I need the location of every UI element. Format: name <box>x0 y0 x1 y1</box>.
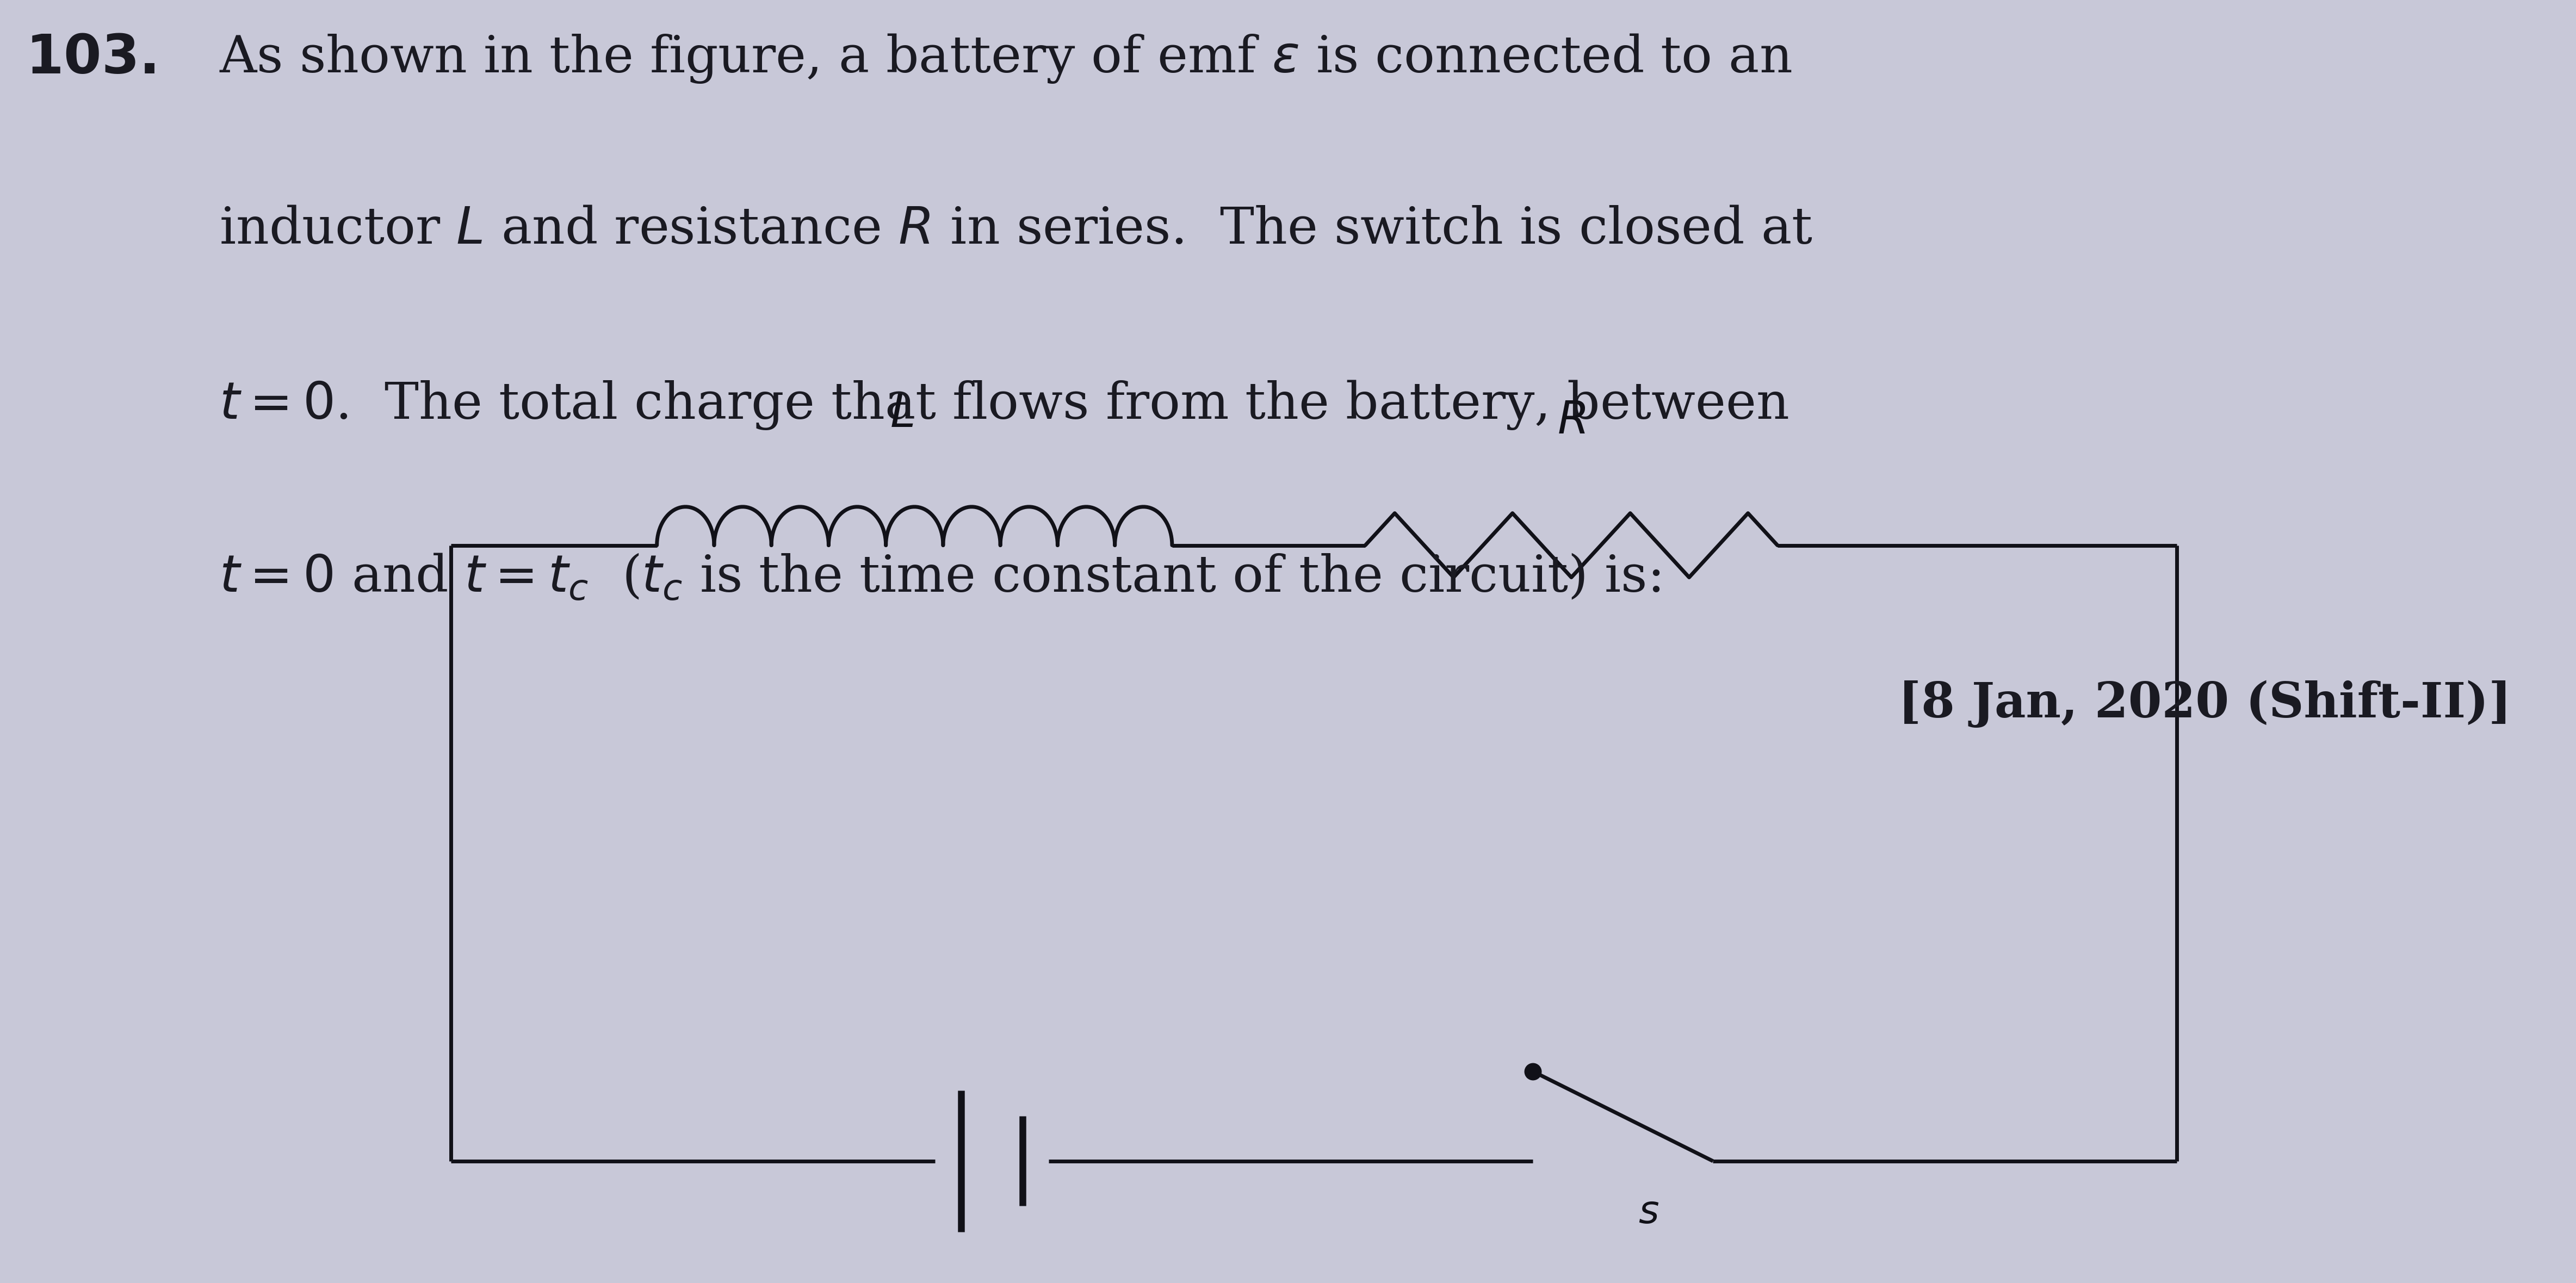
Text: $R$: $R$ <box>1558 399 1584 443</box>
Text: $L$: $L$ <box>889 393 914 436</box>
Text: $s$: $s$ <box>1638 1193 1659 1232</box>
Text: inductor $L$ and resistance $R$ in series.  The switch is closed at: inductor $L$ and resistance $R$ in serie… <box>219 205 1814 254</box>
Text: $\mathbf{103.}$: $\mathbf{103.}$ <box>26 32 155 85</box>
Text: [8 Jan, 2020 (Shift-II)]: [8 Jan, 2020 (Shift-II)] <box>1899 680 2512 727</box>
Text: $t = 0$.  The total charge that flows from the battery, between: $t = 0$. The total charge that flows fro… <box>219 378 1788 431</box>
Text: $t = 0$ and $t = t_c$  ($t_c$ is the time constant of the circuit) is:: $t = 0$ and $t = t_c$ ($t_c$ is the time… <box>219 552 1659 602</box>
Text: As shown in the figure, a battery of emf $\varepsilon$ is connected to an: As shown in the figure, a battery of emf… <box>219 32 1790 85</box>
